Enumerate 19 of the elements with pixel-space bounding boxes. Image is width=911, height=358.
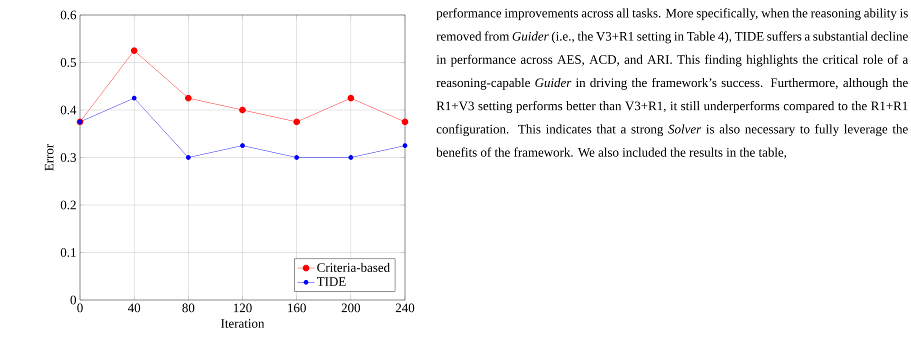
y-tick-label: 0.2 xyxy=(60,200,76,210)
x-tick-label: 200 xyxy=(342,304,360,312)
x-tick-label: 240 xyxy=(396,304,414,312)
x-axis-title: Iteration xyxy=(221,319,264,328)
y-tick-label: 0.5 xyxy=(60,58,76,67)
x-tick-label: 80 xyxy=(182,304,194,312)
y-tick-label: 0.4 xyxy=(60,106,76,114)
y-axis-title: Error xyxy=(44,144,54,171)
y-tick-label: 0.3 xyxy=(60,153,76,162)
text: performance improvements across all tasks. More specifically, when the reasoning ability is removed from Guider (i.e., the V3+R1 setting in Table 4), TIDE suffers a substantial decline in performance across AES, ACD, and ARI. This finding highlights the critical role of a reasoning-capable Guider in driving the framework’s success. Furthermore, although the R1+V3 setting performs better than V3+R1, it still underperforms compared to the R1+R1 configuration. This indicates that a strong Solver is also necessary to fully leverage the benefits of the framework. We also included the results in the table, xyxy=(436,8,908,159)
y-tick-label: 0 xyxy=(70,296,76,304)
x-tick-label: 120 xyxy=(234,304,252,312)
y-tick-label: 0.1 xyxy=(60,248,76,257)
legend-label: TIDE xyxy=(316,277,346,286)
x-tick-label: 0 xyxy=(77,304,83,312)
x-tick-label: 40 xyxy=(128,304,140,312)
legend-label: Criteria-based xyxy=(317,262,390,272)
x-tick-label: 160 xyxy=(288,304,306,312)
y-tick-label: 0.6 xyxy=(60,10,76,20)
